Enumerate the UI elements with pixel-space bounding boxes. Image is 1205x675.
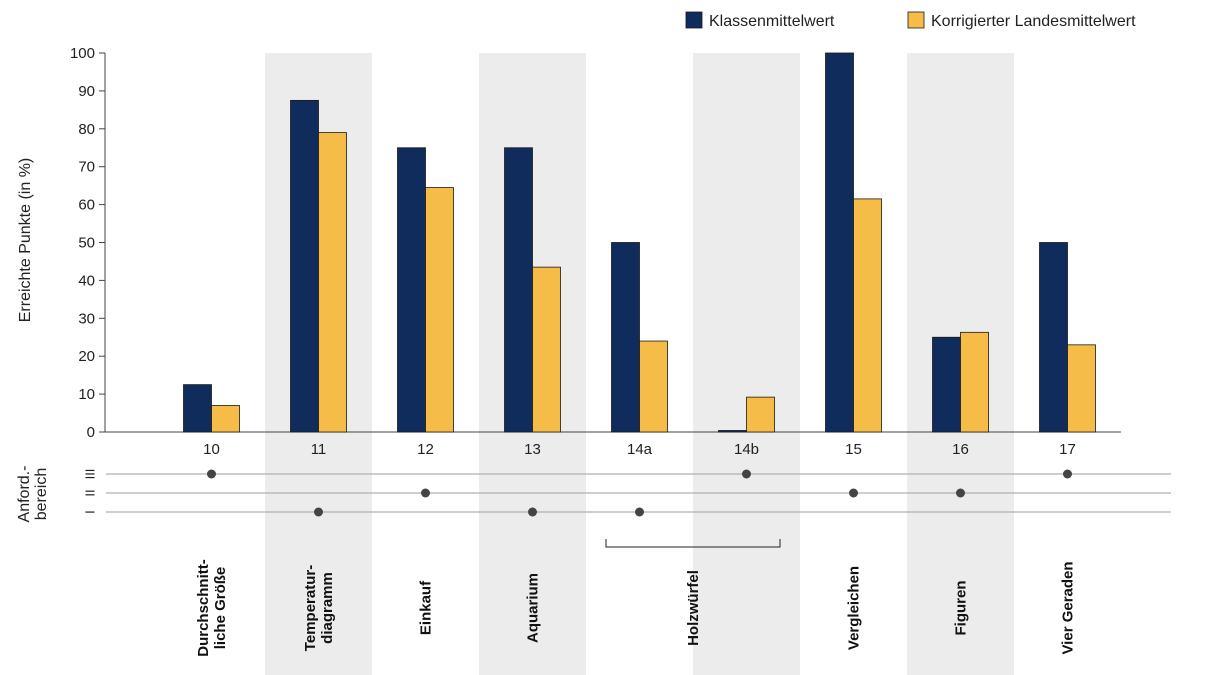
legend-swatch-landesmittelwert [907, 11, 925, 29]
bar-landesmittelwert [532, 266, 561, 433]
bar-klassenmittelwert [611, 242, 640, 433]
category-label: 10 [203, 441, 220, 458]
bar-klassenmittelwert [290, 99, 319, 433]
bar-klassenmittelwert [825, 52, 854, 433]
y-axis: 0 10 20 30 40 50 60 70 80 90 100 [70, 45, 1121, 441]
legend: Klassenmittelwert Korrigierter Landesmitt… [685, 11, 1136, 30]
category-labels: 10 11 12 13 14a 14b 15 16 17 [203, 441, 1076, 458]
level-label: II [83, 489, 98, 496]
y-tick-label: 100 [70, 45, 95, 62]
level-dot [1063, 469, 1072, 479]
level-dot [207, 469, 216, 479]
bar-klassenmittelwert [397, 147, 426, 433]
task-name: Einkauf [418, 580, 435, 635]
anford-label: Anford.- [16, 466, 33, 523]
y-tick-label: 10 [78, 386, 95, 403]
y-tick-label: 40 [78, 272, 95, 289]
y-tick-label: 20 [78, 348, 95, 365]
task-name: Vier Geraden [1060, 561, 1077, 654]
bar-landesmittelwert [853, 198, 882, 433]
bar-landesmittelwert [639, 340, 668, 433]
y-tick-label: 30 [78, 310, 95, 327]
level-dot [314, 507, 323, 517]
bar-klassenmittelwert [504, 147, 533, 433]
y-tick-label: 60 [78, 197, 95, 214]
bar-landesmittelwert [425, 187, 454, 433]
y-tick-label: 90 [78, 83, 95, 100]
task-name: Durchschnitt- [195, 559, 212, 657]
level-dot [635, 507, 644, 517]
bar-landesmittelwert [960, 331, 989, 433]
bar-landesmittelwert [746, 396, 775, 433]
level-label: I [83, 510, 98, 514]
category-label: 17 [1059, 441, 1076, 458]
task-name: Aquarium [525, 573, 542, 643]
bar-landesmittelwert [318, 132, 347, 433]
column-band [693, 53, 800, 675]
y-tick-label: 50 [78, 235, 95, 252]
bar-klassenmittelwert [718, 430, 747, 433]
task-names: Durchschnitt-liche Größe Temperatur-diagr… [195, 539, 1077, 657]
category-label: 14b [734, 441, 759, 458]
category-label: 11 [311, 441, 327, 458]
bars [183, 52, 1096, 433]
bar-klassenmittelwert [1039, 242, 1068, 433]
level-label: III [83, 469, 98, 480]
y-tick-label: 80 [78, 121, 95, 138]
task-bracket [605, 539, 781, 548]
level-dot [528, 507, 537, 517]
task-name: Holzwürfel [685, 570, 702, 646]
category-label: 12 [417, 441, 434, 458]
level-dot [849, 488, 858, 498]
legend-label-klassenmittelwert: Klassenmittelwert [709, 13, 835, 30]
task-name: liche Größe [212, 567, 229, 650]
task-name: Temperatur- [302, 565, 319, 651]
bar-landesmittelwert [211, 405, 240, 433]
task-name: Figuren [953, 581, 970, 636]
legend-label-landesmittelwert: Korrigierter Landesmittelwert [931, 13, 1136, 30]
task-name: diagramm [319, 572, 336, 644]
category-label: 14a [627, 441, 653, 458]
level-dot [742, 469, 751, 479]
bar-landesmittelwert [1067, 344, 1096, 433]
y-axis-label: Erreichte Punkte (in %) [17, 158, 34, 323]
level-dot [956, 488, 965, 498]
anford-label: bereich [33, 468, 50, 520]
category-label: 13 [524, 441, 541, 458]
task-name: Vergleichen [846, 566, 863, 650]
bar-klassenmittelwert [183, 384, 212, 433]
category-label: 16 [952, 441, 969, 458]
level-dot [421, 488, 430, 498]
bar-klassenmittelwert [932, 336, 961, 433]
category-label: 15 [845, 441, 862, 458]
y-tick-label: 70 [78, 159, 95, 176]
y-tick-label: 0 [87, 424, 95, 441]
legend-swatch-klassenmittelwert [685, 11, 703, 29]
